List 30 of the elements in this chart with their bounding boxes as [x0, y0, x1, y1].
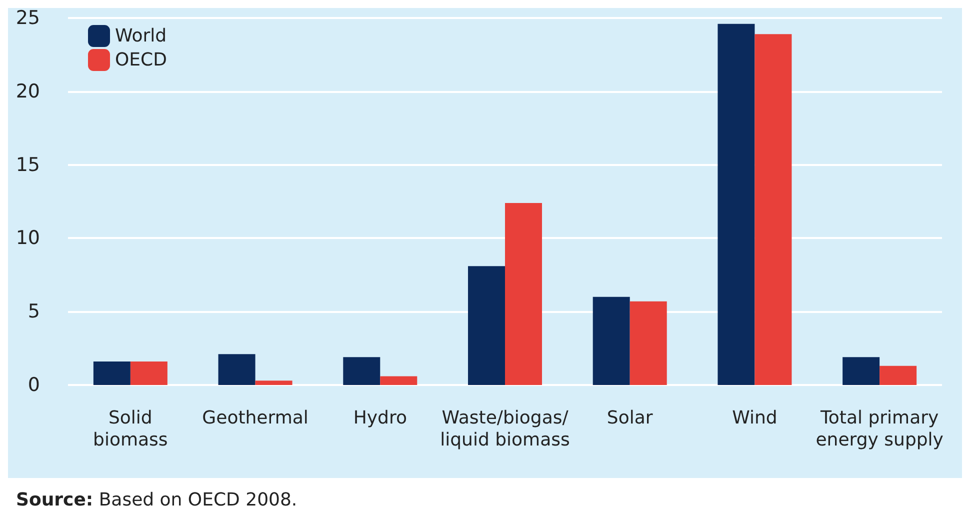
bar: [468, 266, 505, 385]
y-tick-label: 5: [28, 300, 40, 323]
legend-label: OECD: [115, 50, 167, 70]
y-tick-label: 20: [16, 80, 40, 102]
y-tick-label: 25: [16, 7, 40, 29]
legend-label: World: [115, 26, 167, 46]
y-tick-label: 10: [16, 227, 40, 250]
bar: [380, 376, 418, 385]
bar: [880, 366, 917, 385]
bar: [130, 362, 168, 385]
y-tick-label: 15: [16, 154, 40, 176]
bar: [218, 354, 256, 385]
source-note: Source: Based on OECD 2008.: [16, 490, 298, 510]
x-tick-label: Solar: [606, 408, 654, 428]
bar: [718, 24, 755, 385]
x-tick-label: Hydro: [353, 408, 407, 428]
bar: [754, 34, 792, 385]
bar: [343, 357, 380, 385]
bar: [842, 357, 880, 385]
x-tick-label: Total primary energy supply: [816, 408, 944, 450]
bar: [630, 301, 667, 385]
x-tick-label: Solid biomass: [93, 408, 168, 450]
bar: [255, 380, 292, 385]
bar: [505, 202, 542, 385]
x-tick-label: Geothermal: [202, 408, 308, 428]
x-tick-label: Wind: [732, 408, 778, 428]
y-tick-label: 0: [28, 374, 40, 396]
bar: [592, 296, 630, 385]
bar: [93, 362, 130, 385]
x-tick-label: Waste/biogas/ liquid biomass: [440, 408, 570, 450]
